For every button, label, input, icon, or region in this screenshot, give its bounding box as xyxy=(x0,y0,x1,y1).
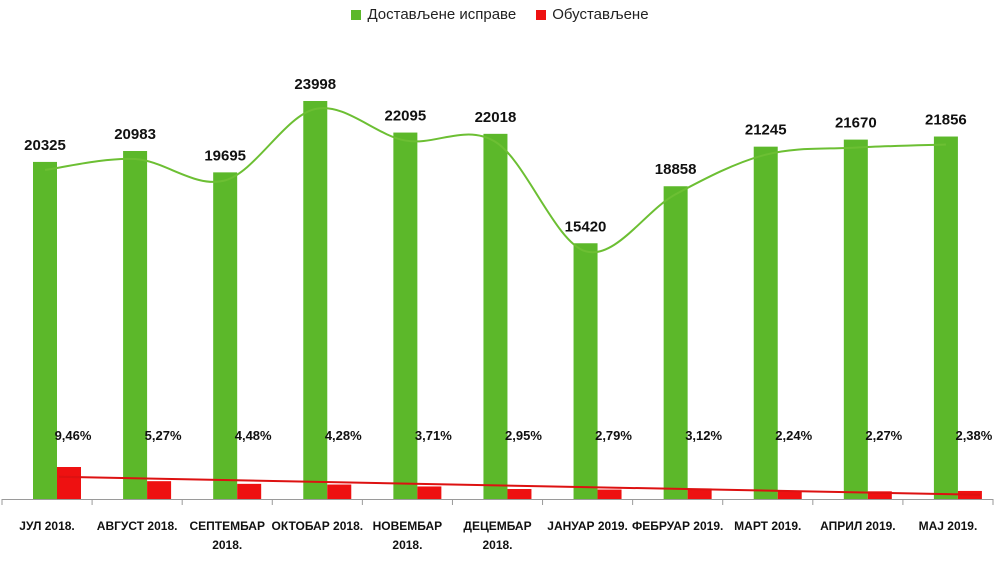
data-label-delivered: 21245 xyxy=(745,122,787,139)
bar-delivered xyxy=(663,186,688,500)
data-label-suspended: 3,71% xyxy=(415,428,452,443)
legend-swatch-suspended xyxy=(536,9,547,20)
bar-suspended xyxy=(507,489,532,499)
x-tick-label: ФЕБРУАР 2019. xyxy=(632,519,723,533)
bar-delivered xyxy=(213,172,238,500)
data-label-delivered: 15420 xyxy=(565,218,607,235)
bar-delivered xyxy=(753,146,778,499)
legend-item-delivered: Достављене исправе xyxy=(351,6,516,23)
x-tick-label: СЕПТЕМБАР 2018. xyxy=(189,519,264,552)
chart-legend: Достављене исправе Обустављене xyxy=(0,6,1000,23)
x-tick-label: НОВЕМБАР 2018. xyxy=(373,519,443,552)
bar-delivered xyxy=(123,151,148,499)
bar-suspended xyxy=(327,484,352,499)
legend-label-delivered: Достављене исправе xyxy=(367,6,517,23)
bar-delivered xyxy=(33,161,57,500)
x-tick-label: ОКТОБАР 2018. xyxy=(272,519,364,533)
data-label-delivered: 20325 xyxy=(24,137,66,154)
x-tick-label: АВГУСТ 2018. xyxy=(97,519,178,533)
data-label-suspended: 2,38% xyxy=(955,428,992,443)
data-label-suspended: 2,27% xyxy=(865,428,902,443)
bar-suspended xyxy=(777,491,802,499)
data-label-delivered: 23998 xyxy=(294,76,336,93)
data-label-delivered: 22095 xyxy=(385,108,427,125)
trend-line-suspended xyxy=(58,475,980,496)
x-tick-label: МАЈ 2019. xyxy=(919,519,978,533)
legend-swatch-delivered xyxy=(351,9,362,20)
x-tick-label: ЈУЛ 2018. xyxy=(19,519,74,533)
bar-suspended xyxy=(867,491,892,499)
data-label-suspended: 2,95% xyxy=(505,428,542,443)
x-tick-label: МАРТ 2019. xyxy=(734,519,801,533)
data-label-delivered: 20983 xyxy=(114,126,156,143)
data-label-delivered: 18858 xyxy=(655,161,697,178)
bar-delivered xyxy=(843,139,868,499)
trend-curve-delivered xyxy=(44,107,946,254)
bar-delivered xyxy=(933,136,958,499)
legend-label-suspended: Обустављене xyxy=(552,6,649,23)
bar-delivered xyxy=(393,132,418,499)
data-label-delivered: 22018 xyxy=(475,109,517,126)
bar-delivered xyxy=(483,133,508,499)
data-label-suspended: 5,27% xyxy=(145,428,182,443)
x-tick-label: ДЕЦЕМБАР 2018. xyxy=(463,519,531,552)
bar-suspended xyxy=(57,467,81,499)
bar-delivered xyxy=(573,243,598,499)
bar-suspended xyxy=(237,483,262,499)
data-label-delivered: 21670 xyxy=(835,115,877,132)
x-tick-label: ЈАНУАР 2019. xyxy=(547,519,628,533)
data-label-suspended: 4,28% xyxy=(325,428,362,443)
bar-suspended xyxy=(417,486,442,499)
data-label-suspended: 9,46% xyxy=(55,428,92,443)
data-label-delivered: 19695 xyxy=(204,147,246,164)
x-tick-label: АПРИЛ 2019. xyxy=(820,519,896,533)
bar-suspended xyxy=(687,488,712,499)
data-label-suspended: 2,79% xyxy=(595,428,632,443)
legend-item-suspended: Обустављене xyxy=(536,6,649,23)
data-label-suspended: 2,24% xyxy=(775,428,812,443)
data-label-delivered: 21856 xyxy=(925,112,967,129)
bar-delivered xyxy=(303,101,328,499)
data-label-suspended: 4,48% xyxy=(235,428,272,443)
bar-suspended xyxy=(147,481,172,499)
bar-suspended xyxy=(597,489,622,499)
data-label-suspended: 3,12% xyxy=(685,428,722,443)
